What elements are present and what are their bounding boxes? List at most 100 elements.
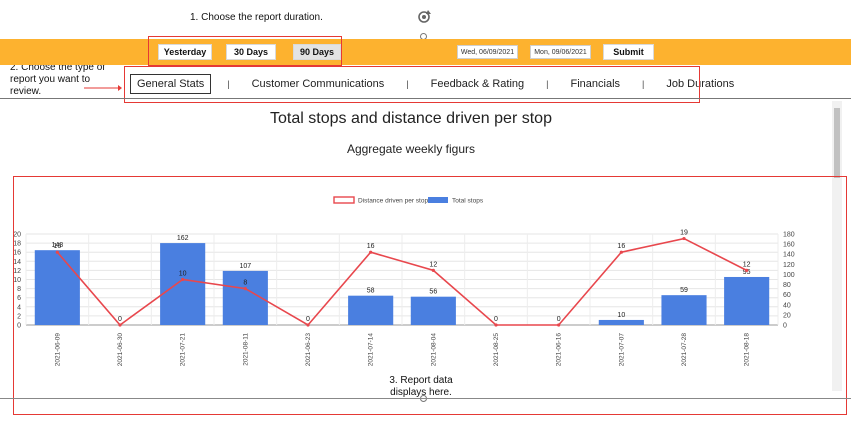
line-data-label: 16 — [617, 243, 625, 250]
y-left-tick-label: 8 — [17, 286, 21, 293]
bar-data-label: 95 — [743, 269, 751, 276]
y-right-tick-label: 120 — [783, 262, 795, 269]
divider — [0, 398, 851, 399]
line-data-label: 0 — [494, 316, 498, 323]
x-tick-label: 2021-06-16 — [556, 333, 563, 367]
tab-financials[interactable]: Financials — [570, 78, 621, 90]
x-tick-label: 2021-07-28 — [681, 333, 688, 367]
line-data-label: 12 — [743, 261, 751, 268]
line-point — [619, 250, 623, 254]
bar-data-label: 148 — [51, 242, 63, 249]
bar-total-stops — [598, 319, 644, 325]
y-left-tick-label: 14 — [13, 259, 21, 266]
bar-data-label: 59 — [680, 287, 688, 294]
line-point — [557, 323, 561, 327]
yesterday-button[interactable]: Yesterday — [158, 44, 212, 60]
line-data-label: 19 — [680, 230, 688, 237]
annotation-box-report — [13, 176, 847, 415]
legend-swatch-line — [333, 196, 355, 204]
start-date-field[interactable]: Wed, 06/09/2021 — [457, 45, 518, 59]
x-tick-label: 2021-07-07 — [618, 333, 625, 367]
report-type-tabs: General Stats | Customer Communications … — [130, 71, 740, 97]
annotation-step2: 2. Choose the type of report you want to… — [10, 62, 106, 97]
bar-data-label: 107 — [239, 263, 251, 270]
submit-button[interactable]: Submit — [603, 44, 654, 60]
bar-total-stops — [661, 295, 707, 325]
line-data-label: 10 — [179, 271, 187, 278]
x-tick-label: 2021-07-21 — [180, 333, 187, 367]
rotate-handle-icon[interactable] — [414, 8, 434, 28]
y-left-tick-label: 16 — [13, 250, 21, 257]
line-point — [431, 268, 435, 272]
stops-distance-chart: 0246810121416182002040608010012014016018… — [13, 196, 795, 367]
legend-label: Distance driven per stop — [358, 198, 428, 205]
thirty-days-button[interactable]: 30 Days — [226, 44, 276, 60]
y-left-tick-label: 0 — [17, 323, 21, 330]
scrollbar-thumb[interactable] — [834, 108, 840, 178]
tab-job-durations[interactable]: Job Durations — [666, 78, 735, 90]
line-point — [494, 323, 498, 327]
line-point — [745, 268, 749, 272]
tab-general-stats[interactable]: General Stats — [130, 74, 212, 94]
x-tick-label: 2021-08-11 — [242, 333, 249, 366]
bar-data-label: 56 — [429, 289, 437, 296]
tab-feedback-rating[interactable]: Feedback & Rating — [430, 78, 525, 90]
y-right-tick-label: 40 — [783, 302, 791, 309]
line-point — [55, 250, 59, 254]
y-right-tick-label: 60 — [783, 292, 791, 299]
tab-customer-communications[interactable]: Customer Communications — [251, 78, 385, 90]
bar-total-stops — [34, 250, 80, 325]
line-data-label: 0 — [118, 316, 122, 323]
report-subtitle: Aggregate weekly figurs — [346, 142, 476, 156]
line-data-label: 16 — [367, 243, 375, 250]
line-point — [118, 323, 122, 327]
date-range-toolbar — [0, 39, 851, 65]
end-date-field[interactable]: Mon, 09/06/2021 — [530, 45, 591, 59]
y-right-tick-label: 100 — [783, 272, 795, 279]
annotation-box-tabs — [124, 66, 700, 103]
tab-separator: | — [227, 79, 230, 89]
bar-total-stops — [160, 243, 206, 325]
tab-separator: | — [546, 79, 549, 89]
x-tick-label: 2021-06-23 — [305, 333, 312, 367]
annotation-step3: 3. Report data displays here. — [389, 375, 453, 398]
report-title: Total stops and distance driven per stop — [270, 110, 552, 127]
y-right-tick-label: 0 — [783, 323, 787, 330]
tab-separator: | — [406, 79, 409, 89]
y-left-tick-label: 2 — [17, 313, 21, 320]
y-left-tick-label: 20 — [13, 232, 21, 239]
y-right-tick-label: 20 — [783, 312, 791, 319]
line-point — [243, 287, 247, 291]
x-tick-label: 2021-06-30 — [117, 333, 124, 367]
x-tick-label: 2021-08-04 — [430, 333, 437, 367]
y-left-tick-label: 6 — [17, 295, 21, 302]
bar-total-stops — [348, 295, 394, 325]
y-right-tick-label: 140 — [783, 252, 795, 259]
bar-data-label: 162 — [177, 235, 189, 242]
x-tick-label: 2021-08-25 — [493, 333, 500, 367]
x-tick-label: 2021-06-09 — [54, 333, 61, 367]
annotation-step1: 1. Choose the report duration. — [190, 12, 323, 23]
line-point — [682, 236, 686, 241]
y-right-tick-label: 160 — [783, 242, 795, 249]
line-point — [181, 277, 185, 282]
divider — [0, 98, 851, 99]
bar-total-stops — [410, 296, 456, 325]
ninety-days-button[interactable]: 90 Days — [293, 44, 341, 60]
tab-separator: | — [642, 79, 645, 89]
line-point — [306, 323, 310, 327]
y-left-tick-label: 18 — [13, 241, 21, 248]
y-left-tick-label: 12 — [13, 268, 21, 275]
x-tick-label: 2021-08-18 — [744, 333, 751, 367]
line-data-label: 12 — [429, 261, 437, 268]
bar-data-label: 58 — [367, 288, 375, 295]
y-left-tick-label: 10 — [13, 277, 21, 284]
y-right-tick-label: 80 — [783, 282, 791, 289]
scrollbar-track[interactable] — [832, 101, 842, 391]
line-data-label: 16 — [53, 243, 61, 250]
line-point — [369, 250, 373, 254]
line-distance-per-stop — [56, 237, 748, 327]
x-tick-label: 2021-07-14 — [368, 333, 375, 367]
legend-swatch-bar — [428, 197, 448, 203]
annotation-box-duration — [148, 36, 342, 66]
